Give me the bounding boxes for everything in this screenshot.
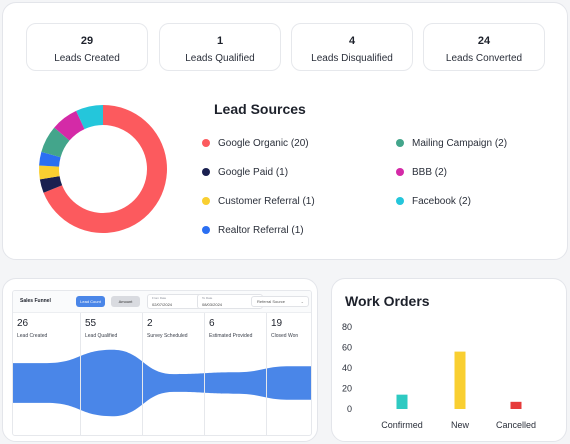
work-orders-title: Work Orders [345, 293, 430, 309]
legend-label: BBB (2) [412, 166, 448, 178]
stage-value: 6 [209, 318, 215, 329]
funnel-band [13, 349, 311, 417]
lead-sources-title: Lead Sources [214, 101, 306, 117]
stage-label: Closed Won [271, 333, 299, 339]
stage-label: Lead Qualified [85, 333, 118, 339]
legend-dot [202, 226, 210, 234]
from-date-value: 02/07/2024 [152, 302, 173, 307]
y-tick-label: 80 [342, 322, 352, 332]
stage-label: Lead Created [17, 333, 48, 339]
legend-item-google-organic: Google Organic (20) [202, 136, 309, 150]
amount-button[interactable]: Amount [111, 296, 140, 307]
legend-dot [202, 197, 210, 205]
funnel-flow-shape [13, 349, 311, 417]
legend-label: Realtor Referral (1) [218, 224, 304, 236]
stat-card-leads-converted[interactable]: 24 Leads Converted [423, 23, 545, 71]
lead-count-button[interactable]: Lead Count [76, 296, 105, 307]
stat-value: 29 [80, 35, 94, 47]
legend-item-mailing-campaign: Mailing Campaign (2) [396, 136, 507, 150]
stage-value: 26 [17, 318, 29, 329]
work-orders-bar-chart: 80 60 40 20 0 Confirmed New Cancelled [342, 322, 536, 430]
stat-value: 1 [216, 35, 224, 47]
donut-slice[interactable] [54, 110, 85, 141]
funnel-stage-lead-qualified: 55 Lead Qualified [81, 313, 143, 435]
x-tick-label: Confirmed [381, 420, 423, 430]
donut-slice[interactable] [76, 105, 103, 130]
legend-dot [396, 168, 404, 176]
referral-source-select[interactable]: Referral Source ⌄ [251, 296, 309, 307]
legend-item-google-paid: Google Paid (1) [202, 165, 288, 179]
legend-dot [396, 197, 404, 205]
stat-label: Leads Qualified [185, 53, 255, 64]
legend-label: Customer Referral (1) [218, 195, 315, 207]
work-orders-panel: Work Orders 80 60 40 20 0 Confirmed New Cancell… [331, 278, 567, 442]
funnel-title: Sales Funnel [20, 298, 51, 304]
stage-value: 55 [85, 318, 97, 329]
legend-label: Mailing Campaign (2) [412, 137, 508, 149]
legend-label: Google Organic (20) [218, 137, 309, 149]
bar-cancelled[interactable] [510, 401, 522, 409]
stage-value: 19 [271, 318, 283, 329]
referral-source-label: Referral Source [257, 299, 286, 304]
y-tick-label: 20 [342, 384, 352, 394]
donut-slice[interactable] [39, 151, 61, 167]
sales-funnel-widget: Sales Funnel Lead Count Amount From Date… [12, 290, 312, 436]
funnel-stage-lead-created: 26 Lead Created [13, 313, 81, 435]
funnel-stage-survey-scheduled: 2 Survey Scheduled [143, 313, 205, 435]
stat-value: 4 [348, 35, 356, 47]
funnel-stage-closed-won: 19 Closed Won [267, 313, 311, 435]
to-date-field[interactable]: To Date 08/03/2024 [197, 294, 263, 309]
stat-card-leads-qualified[interactable]: 1 Leads Qualified [159, 23, 281, 71]
legend-dot [202, 139, 210, 147]
stage-label: Estimated Provided [209, 333, 253, 339]
legend-item-facebook: Facebook (2) [396, 194, 471, 208]
chevron-down-icon: ⌄ [300, 299, 304, 304]
x-tick-label: Cancelled [496, 420, 536, 430]
x-tick-label: New [451, 420, 470, 430]
donut-slice[interactable] [39, 165, 60, 180]
funnel-toolbar: Sales Funnel Lead Count Amount From Date… [13, 291, 311, 313]
to-date-value: 08/03/2024 [202, 302, 223, 307]
legend-dot [396, 139, 404, 147]
stat-card-leads-created[interactable]: 29 Leads Created [26, 23, 148, 71]
stat-value: 24 [477, 35, 491, 47]
legend-dot [202, 168, 210, 176]
stat-label: Leads Created [54, 53, 120, 64]
leads-overview-panel: 29 Leads Created 1 Leads Qualified 4 Lea… [2, 2, 568, 260]
stat-label: Leads Converted [445, 53, 523, 64]
bar-confirmed[interactable] [396, 394, 408, 409]
bar-new[interactable] [454, 351, 466, 409]
to-date-caption: To Date [202, 296, 213, 300]
donut-slice[interactable] [43, 105, 168, 233]
y-tick-label: 0 [347, 404, 352, 414]
stage-label: Survey Scheduled [147, 333, 188, 339]
stage-value: 2 [147, 318, 153, 329]
donut-slice[interactable] [41, 127, 70, 158]
from-date-field[interactable]: From Date 02/07/2024 [147, 294, 213, 309]
y-tick-label: 40 [342, 363, 352, 373]
funnel-stage-estimated-provided: 6 Estimated Provided [205, 313, 267, 435]
legend-item-realtor-referral: Realtor Referral (1) [202, 223, 304, 237]
legend-item-customer-referral: Customer Referral (1) [202, 194, 315, 208]
legend-label: Facebook (2) [412, 195, 471, 207]
legend-label: Google Paid (1) [218, 166, 289, 178]
lead-sources-donut-chart [39, 105, 168, 233]
donut-slice[interactable] [39, 176, 63, 193]
sales-funnel-panel: Sales Funnel Lead Count Amount From Date… [2, 278, 318, 442]
from-date-caption: From Date [152, 296, 167, 300]
legend-item-bbb: BBB (2) [396, 165, 447, 179]
stat-card-leads-disqualified[interactable]: 4 Leads Disqualified [291, 23, 413, 71]
y-tick-label: 60 [342, 343, 352, 353]
stat-label: Leads Disqualified [311, 53, 393, 64]
